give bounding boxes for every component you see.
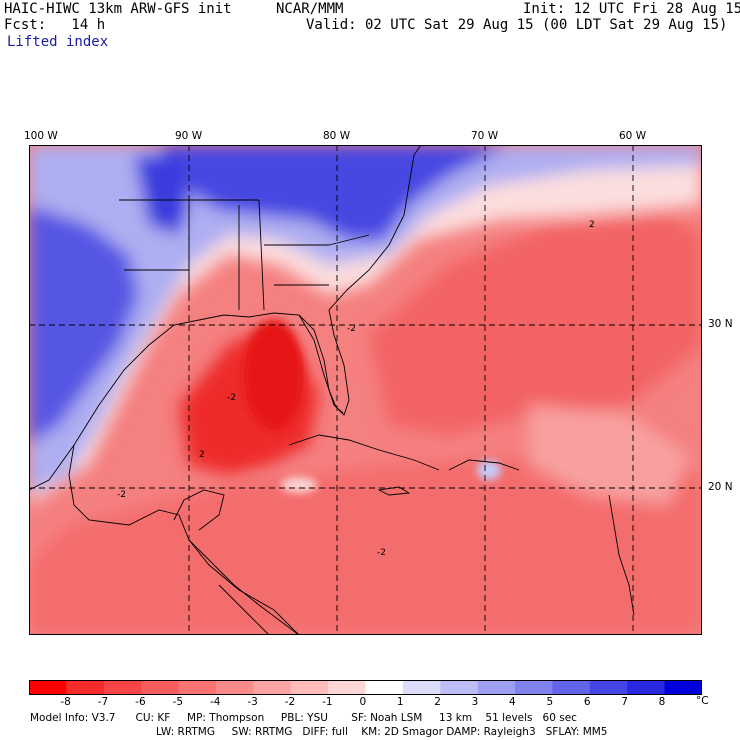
- colorbar-tick-label: 8: [658, 696, 666, 708]
- field-strongpos-plains: [134, 155, 189, 235]
- colorbar-tick-label: 5: [546, 696, 554, 708]
- model-title: HAIC-HIWC 13km ARW-GFS init: [4, 1, 232, 17]
- lat-label: 30 N: [708, 318, 733, 330]
- mexico-coast: [68, 444, 300, 635]
- field-weakneg-se: [529, 405, 689, 505]
- central-america: [188, 539, 300, 635]
- contour-label: -2: [347, 324, 356, 334]
- colorbar-tick-label: -3: [247, 696, 258, 708]
- yucatan: [173, 489, 225, 531]
- colorbar-tick-label: 6: [583, 696, 591, 708]
- colorbar-cell: [178, 680, 217, 695]
- lifted-index-map: -2 2 -2 -2 -2 2: [29, 145, 702, 635]
- colorbar-cell: [215, 680, 254, 695]
- colorbar-cell: [103, 680, 142, 695]
- lon-label: 80 W: [323, 130, 351, 142]
- field-strongneg-core: [244, 320, 304, 430]
- colorbar-cell: [627, 680, 666, 695]
- colorbar-cell: [29, 680, 67, 695]
- colorbar-tick-label: 7: [621, 696, 628, 708]
- contour-label: -2: [227, 393, 236, 403]
- colorbar-cell: [477, 680, 516, 695]
- colorbar-tick-label: 4: [509, 696, 516, 708]
- colorbar-cell: [365, 680, 404, 695]
- contour-label: 2: [589, 220, 595, 230]
- colorbar-tick-label: -8: [60, 696, 71, 708]
- cuba: [288, 434, 440, 471]
- colorbar-tick-label: -2: [284, 696, 296, 708]
- org-label: NCAR/MMM: [276, 1, 344, 17]
- lon-label: 100 W: [24, 130, 58, 142]
- colorbar-cell: [290, 680, 329, 695]
- colorbar-tick-label: -7: [97, 696, 109, 708]
- field-midneg-carib: [29, 455, 702, 635]
- map-frame: [29, 145, 702, 635]
- us-gulf-coast: [29, 145, 422, 491]
- colorbar-cell: [589, 680, 628, 695]
- colorbar-tick-label: 3: [471, 696, 479, 708]
- colorbar-tick-label: 2: [434, 696, 441, 708]
- colorbar-unit: °C: [696, 695, 709, 707]
- lon-label: 90 W: [175, 130, 203, 142]
- lon-label: 70 W: [471, 130, 499, 142]
- forecast-hour: Fcst: 14 h: [4, 17, 106, 33]
- colorbar: [29, 680, 702, 695]
- footer-line-2: LW: RRTMG SW: RRTMG DIFF: full KM: 2D Sm…: [156, 726, 608, 738]
- colorbar-cell: [402, 680, 441, 695]
- colorbar-tick-label: -1: [322, 696, 333, 708]
- colorbar-cell: [664, 680, 702, 695]
- colorbar-tick-label: -5: [172, 696, 184, 708]
- colorbar-tick-label: -6: [135, 696, 146, 708]
- colorbar-tick-label: 1: [396, 696, 404, 708]
- lat-label: 20 N: [708, 481, 733, 493]
- contour-label: -2: [117, 490, 126, 500]
- contour-label: -2: [377, 548, 386, 558]
- colorbar-tick-label: -4: [209, 696, 221, 708]
- colorbar-tick-label: 0: [359, 696, 367, 708]
- footer-line-1: Model Info: V3.7 CU: KF MP: Thompson PBL…: [30, 712, 577, 724]
- lon-label: 60 W: [619, 130, 647, 142]
- colorbar-cell: [515, 680, 553, 695]
- colorbar-cell: [66, 680, 105, 695]
- field-weak-gulfstrip: [281, 477, 317, 493]
- colorbar-cell: [328, 680, 366, 695]
- field-weakpos-us: [29, 145, 702, 495]
- colorbar-cell: [253, 680, 292, 695]
- hispaniola: [448, 459, 520, 471]
- field-midneg-atlantic: [369, 215, 702, 435]
- field-strongpos-east: [159, 145, 509, 240]
- field-weakpos-cuba: [477, 460, 501, 480]
- colorbar-cell: [440, 680, 479, 695]
- colorbar-frame: [29, 680, 702, 695]
- antilles: [608, 494, 635, 616]
- colorbar-cell: [552, 680, 591, 695]
- contour-label: 2: [199, 450, 205, 460]
- valid-time: Valid: 02 UTC Sat 29 Aug 15 (00 LDT Sat …: [306, 17, 728, 33]
- field-name: Lifted index: [7, 34, 109, 50]
- init-time: Init: 12 UTC Fri 28 Aug 15: [523, 1, 740, 17]
- colorbar-cell: [141, 680, 180, 695]
